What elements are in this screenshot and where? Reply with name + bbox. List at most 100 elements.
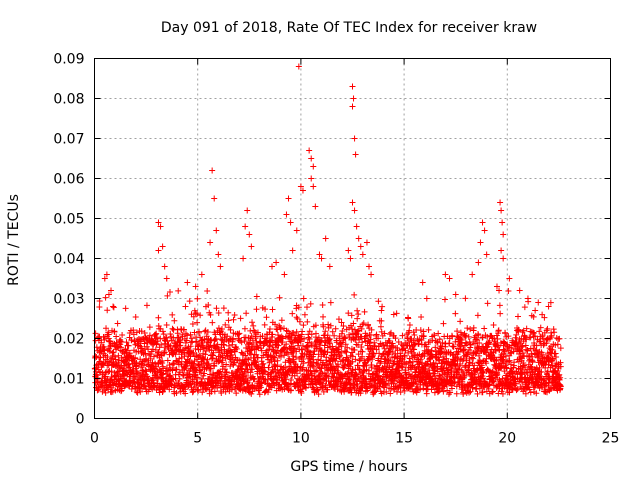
data-point [164, 357, 171, 364]
data-point [196, 361, 203, 368]
data-point [319, 301, 326, 308]
data-point [477, 239, 484, 246]
data-point [367, 331, 374, 338]
y-tick-label: 0 [76, 412, 85, 428]
data-point [417, 327, 424, 334]
data-point [303, 343, 310, 350]
data-point [390, 311, 397, 318]
data-point [312, 203, 319, 210]
data-point [194, 319, 201, 326]
data-point [324, 361, 331, 368]
data-point [379, 303, 386, 310]
data-point [222, 321, 229, 328]
data-point [368, 271, 375, 278]
data-point [353, 223, 360, 230]
data-point [213, 227, 220, 234]
data-point [474, 312, 481, 319]
data-point [154, 338, 161, 345]
data-point [104, 307, 111, 314]
data-point [150, 377, 157, 384]
data-point [301, 335, 308, 342]
data-point [254, 344, 261, 351]
data-point [244, 207, 251, 214]
data-point [111, 328, 118, 335]
y-tick-label: 0.05 [53, 212, 84, 228]
data-point [291, 337, 298, 344]
data-point [320, 323, 327, 330]
data-point [306, 336, 313, 343]
data-point [235, 331, 242, 338]
data-point [169, 311, 176, 318]
x-tick-label: 5 [193, 431, 202, 447]
data-point [209, 319, 216, 326]
data-point [347, 255, 354, 262]
data-point [247, 347, 254, 354]
data-point [146, 332, 153, 339]
data-point [236, 335, 243, 342]
data-point [289, 247, 296, 254]
data-point [194, 295, 201, 302]
data-point [115, 376, 122, 383]
data-point [532, 307, 539, 314]
data-point [319, 385, 326, 392]
data-point [218, 389, 225, 396]
data-point [166, 362, 173, 369]
data-point [158, 341, 165, 348]
data-point [288, 387, 295, 394]
data-point [209, 167, 216, 174]
data-point [217, 263, 224, 270]
data-point [299, 364, 306, 371]
data-point [204, 362, 211, 369]
data-point [350, 95, 357, 102]
data-point [256, 391, 263, 398]
data-point [249, 366, 256, 373]
data-point [110, 304, 117, 311]
data-point [146, 352, 153, 359]
data-point [441, 296, 448, 303]
data-point [271, 362, 278, 369]
data-point [107, 343, 114, 350]
data-point [349, 103, 356, 110]
data-point [225, 342, 232, 349]
data-point [273, 259, 280, 266]
data-point [157, 352, 164, 359]
data-point [125, 342, 132, 349]
data-point [332, 358, 339, 365]
x-tick-label: 20 [498, 431, 516, 447]
data-point [220, 305, 227, 312]
data-point [185, 374, 192, 381]
data-point [241, 338, 248, 345]
data-point [469, 271, 476, 278]
data-point [142, 350, 149, 357]
data-point [131, 373, 138, 380]
data-point [167, 342, 174, 349]
data-point [248, 332, 255, 339]
data-point [320, 388, 327, 395]
data-point [293, 328, 300, 335]
data-point [225, 317, 232, 324]
data-point [285, 195, 292, 202]
y-tick-label: 0.06 [53, 172, 84, 188]
data-point [355, 235, 362, 242]
data-point [483, 251, 490, 258]
data-point [190, 313, 197, 320]
data-point [163, 321, 170, 328]
data-point [143, 368, 150, 375]
data-point [201, 356, 208, 363]
data-point [160, 370, 167, 377]
data-point [497, 310, 504, 317]
data-point [190, 349, 197, 356]
data-point [175, 287, 182, 294]
data-point [345, 247, 352, 254]
data-point [500, 255, 507, 262]
data-point [157, 358, 164, 365]
data-point [442, 271, 449, 278]
data-point [183, 337, 190, 344]
data-point [258, 380, 265, 387]
data-point [155, 247, 162, 254]
data-point [123, 339, 130, 346]
data-point [351, 291, 358, 298]
data-point [186, 298, 193, 305]
data-point [312, 330, 319, 337]
data-point [172, 351, 179, 358]
